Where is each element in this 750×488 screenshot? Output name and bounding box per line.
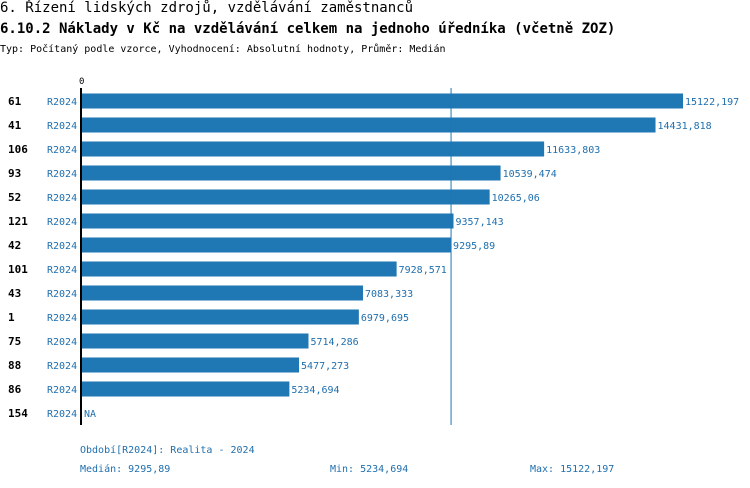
period-legend: Období[R2024]: Realita - 2024: [80, 445, 255, 456]
bar-value-label: 15122,197: [685, 97, 739, 108]
row-period-label: R2024: [47, 289, 77, 300]
row-id-label: 101: [8, 263, 28, 276]
median-summary: Medián: 9295,89: [80, 464, 171, 475]
bar: [81, 285, 363, 301]
bar-value-label: 14431,818: [658, 121, 712, 132]
row-period-label: R2024: [47, 385, 77, 396]
bar-value-label: 11633,803: [546, 145, 600, 156]
row-period-label: R2024: [47, 241, 77, 252]
row-period-label: R2024: [47, 313, 77, 324]
row-id-label: 1: [8, 311, 15, 324]
row-period-label: R2024: [47, 97, 77, 108]
row-id-label: 61: [8, 95, 22, 108]
bar-value-label: 10265,06: [492, 193, 540, 204]
row-period-label: R2024: [47, 361, 77, 372]
bar-value-label: 5234,694: [291, 385, 339, 396]
min-summary: Min: 5234,694: [330, 464, 409, 475]
bar: [81, 165, 501, 181]
row-period-label: R2024: [47, 337, 77, 348]
bar: [81, 381, 290, 397]
row-id-label: 42: [8, 239, 21, 252]
chart-subtitle: Typ: Počítaný podle vzorce, Vyhodnocení:…: [0, 44, 446, 55]
bar-value-label: 5714,286: [310, 337, 358, 348]
bar-value-label: 7928,571: [399, 265, 447, 276]
bar: [81, 117, 656, 133]
bar: [81, 141, 545, 157]
bar: [81, 93, 683, 109]
bar-value-label: 5477,273: [301, 361, 349, 372]
row-id-label: 93: [8, 167, 21, 180]
row-period-label: R2024: [47, 121, 77, 132]
row-period-label: R2024: [47, 169, 77, 180]
bar: [81, 357, 300, 373]
row-id-label: 41: [8, 119, 22, 132]
bar: [81, 237, 452, 253]
row-id-label: 43: [8, 287, 21, 300]
row-id-label: 52: [8, 191, 21, 204]
row-period-label: R2024: [47, 409, 77, 420]
row-id-label: 121: [8, 215, 28, 228]
x-axis-zero-label: 0: [79, 77, 84, 87]
bar-value-label: 6979,695: [361, 313, 409, 324]
bar: [81, 333, 309, 349]
row-period-label: R2024: [47, 265, 77, 276]
chart-title: 6.10.2 Náklady v Kč na vzdělávání celkem…: [0, 21, 616, 37]
row-period-label: R2024: [47, 145, 77, 156]
bar: [81, 309, 359, 325]
bar-value-label: 9357,143: [455, 217, 503, 228]
row-id-label: 88: [8, 359, 21, 372]
bar-value-label: 9295,89: [453, 241, 495, 252]
bar-value-label: 10539,474: [503, 169, 557, 180]
row-id-label: 86: [8, 383, 22, 396]
row-id-label: 75: [8, 335, 21, 348]
bar: [81, 261, 397, 277]
row-id-label: 106: [8, 143, 28, 156]
row-period-label: R2024: [47, 217, 77, 228]
bar: [81, 189, 490, 205]
bar: [81, 213, 454, 229]
row-id-label: 154: [8, 407, 28, 420]
bar-value-label: 7083,333: [365, 289, 413, 300]
max-summary: Max: 15122,197: [530, 464, 615, 475]
section-title: 6. Řízení lidských zdrojů, vzdělávání za…: [0, 0, 414, 16]
row-period-label: R2024: [47, 193, 77, 204]
bar-value-label: NA: [84, 409, 96, 420]
